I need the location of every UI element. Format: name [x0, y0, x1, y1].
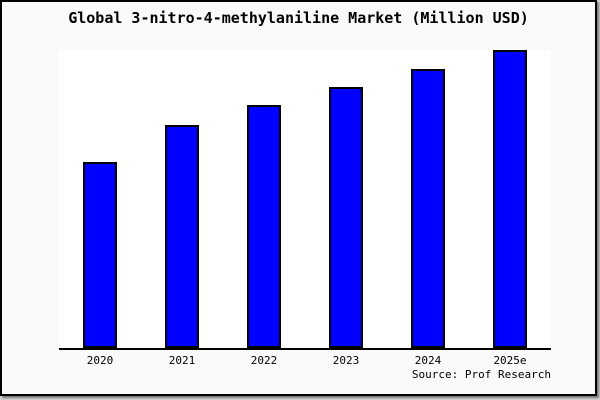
x-tick-label-2024: 2024 — [414, 354, 442, 367]
x-tick-label-2025e: 2025e — [493, 354, 527, 367]
bars-container — [59, 50, 551, 348]
bar-slot-2025e — [469, 50, 551, 348]
x-tick-label-2023: 2023 — [332, 354, 360, 367]
bar-slot-2020 — [59, 50, 141, 348]
bar-2020 — [83, 162, 117, 348]
bar-2023 — [329, 87, 363, 348]
bar-slot-2022 — [223, 50, 305, 348]
bar-2022 — [247, 105, 281, 348]
bar-2021 — [165, 125, 199, 348]
x-tick-label-2021: 2021 — [168, 354, 196, 367]
bar-slot-2021 — [141, 50, 223, 348]
x-tick-label-2020: 2020 — [86, 354, 114, 367]
bar-2024 — [411, 69, 445, 348]
bar-2025e — [493, 50, 527, 348]
chart-title: Global 3-nitro-4-methylaniline Market (M… — [68, 9, 529, 27]
bar-slot-2024 — [387, 50, 469, 348]
x-tick-label-2022: 2022 — [250, 354, 278, 367]
bar-slot-2023 — [305, 50, 387, 348]
plot-area — [59, 50, 551, 350]
x-axis-labels: 2020 2021 2022 2023 2024 2025e — [59, 354, 551, 367]
source-credit: Source: Prof Research — [411, 368, 551, 381]
